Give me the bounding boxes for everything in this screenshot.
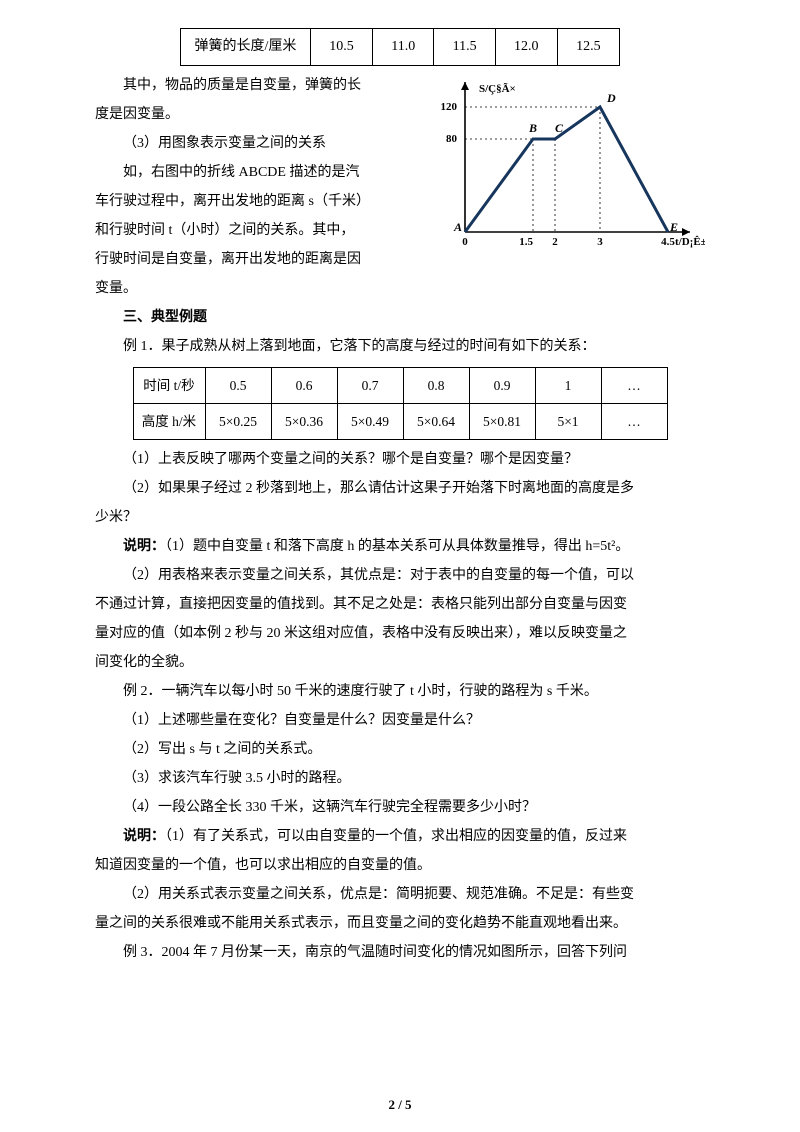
fr-r2-2: 5×0.36 [271, 404, 337, 440]
note2d: 间变化的全貌。 [95, 649, 705, 677]
e2q2: （2）写出 s 与 t 之间的关系式。 [95, 736, 705, 764]
fruit-table: 时间 t/秒 0.5 0.6 0.7 0.8 0.9 1 … 高度 h/米 5×… [133, 367, 668, 440]
svg-text:2: 2 [552, 236, 558, 248]
e2q4: （4）一段公路全长 330 千米，这辆汽车行驶完全程需要多少小时？ [95, 794, 705, 822]
e2n2a: （2）用关系式表示变量之间关系，优点是：简明扼要、规范准确。不足是：有些变 [95, 881, 705, 909]
fr-r1-1: 0.5 [205, 368, 271, 404]
spring-v3: 12.0 [495, 29, 557, 66]
svg-text:A: A [453, 220, 462, 234]
fr-r1-5: 0.9 [469, 368, 535, 404]
e2q3: （3）求该汽车行驶 3.5 小时的路程。 [95, 765, 705, 793]
fr-r2-7: … [601, 404, 667, 440]
fr-r1-4: 0.8 [403, 368, 469, 404]
e2q1: （1）上述哪些量在变化？自变量是什么？因变量是什么？ [95, 707, 705, 735]
distance-chart: 80 120 A B C D E 0 1.5 2 3 4.5 S/Ç§Ã× t/… [435, 72, 705, 262]
svg-text:80: 80 [446, 133, 458, 145]
fr-r2-4: 5×0.64 [403, 404, 469, 440]
note1: 说明：（1）题中自变量 t 和落下高度 h 的基本关系可从具体数量推导，得出 h… [95, 533, 705, 561]
example-1: 例 1．果子成熟从树上落到地面，它落下的高度与经过的时间有如下的关系： [95, 333, 705, 361]
note2b: 不通过计算，直接把因变量的值找到。其不足之处是：表格只能列出部分自变量与因变 [95, 591, 705, 619]
fr-r1-2: 0.6 [271, 368, 337, 404]
svg-text:1.5: 1.5 [519, 236, 533, 248]
spring-v0: 10.5 [311, 29, 373, 66]
svg-text:C: C [555, 121, 564, 135]
fr-r1-0: 时间 t/秒 [133, 368, 205, 404]
para-3e: 变量。 [95, 275, 705, 303]
svg-text:t/D¡Ê±: t/D¡Ê± [675, 236, 705, 248]
fr-r2-1: 5×0.25 [205, 404, 271, 440]
fr-r1-7: … [601, 368, 667, 404]
fr-r1-3: 0.7 [337, 368, 403, 404]
svg-text:S/Ç§Ã×: S/Ç§Ã× [479, 83, 516, 95]
svg-text:B: B [528, 121, 537, 135]
svg-text:3: 3 [597, 236, 603, 248]
e2n1: 说明：（1）有了关系式，可以由自变量的一个值，求出相应的因变量的值，反过来 [95, 823, 705, 851]
q1: （1）上表反映了哪两个变量之间的关系？哪个是自变量？哪个是因变量？ [95, 446, 705, 474]
fr-r2-5: 5×0.81 [469, 404, 535, 440]
svg-text:D: D [606, 91, 616, 105]
section-heading: 三、典型例题 [95, 304, 705, 332]
example-2: 例 2．一辆汽车以每小时 50 千米的速度行驶了 t 小时，行驶的路程为 s 千… [95, 678, 705, 706]
page-footer: 2 / 5 [0, 1092, 800, 1118]
note2a: （2）用表格来表示变量之间关系，其优点是：对于表中的自变量的每一个值，可以 [95, 562, 705, 590]
fr-r2-0: 高度 h/米 [133, 404, 205, 440]
spring-label: 弹簧的长度/厘米 [181, 29, 311, 66]
fr-r1-6: 1 [535, 368, 601, 404]
q2a: （2）如果果子经过 2 秒落到地上，那么请估计这果子开始落下时离地面的高度是多 [95, 475, 705, 503]
e2n1b: 知道因变量的一个值，也可以求出相应的自变量的值。 [95, 852, 705, 880]
spring-table: 弹簧的长度/厘米 10.5 11.0 11.5 12.0 12.5 [180, 28, 620, 66]
svg-text:0: 0 [462, 236, 468, 248]
example-3: 例 3．2004 年 7 月份某一天，南京的气温随时间变化的情况如图所示，回答下… [95, 939, 705, 967]
fr-r2-6: 5×1 [535, 404, 601, 440]
fr-r2-3: 5×0.49 [337, 404, 403, 440]
svg-text:120: 120 [441, 101, 458, 113]
e2n2b: 量之间的关系很难或不能用关系式表示，而且变量之间的变化趋势不能直观地看出来。 [95, 910, 705, 938]
spring-v1: 11.0 [373, 29, 434, 66]
spring-v4: 12.5 [557, 29, 619, 66]
svg-text:E: E [669, 220, 678, 234]
note2c: 量对应的值（如本例 2 秒与 20 米这组对应值，表格中没有反映出来），难以反映… [95, 620, 705, 648]
q2b: 少米？ [95, 504, 705, 532]
spring-v2: 11.5 [434, 29, 495, 66]
svg-text:4.5: 4.5 [661, 236, 675, 248]
